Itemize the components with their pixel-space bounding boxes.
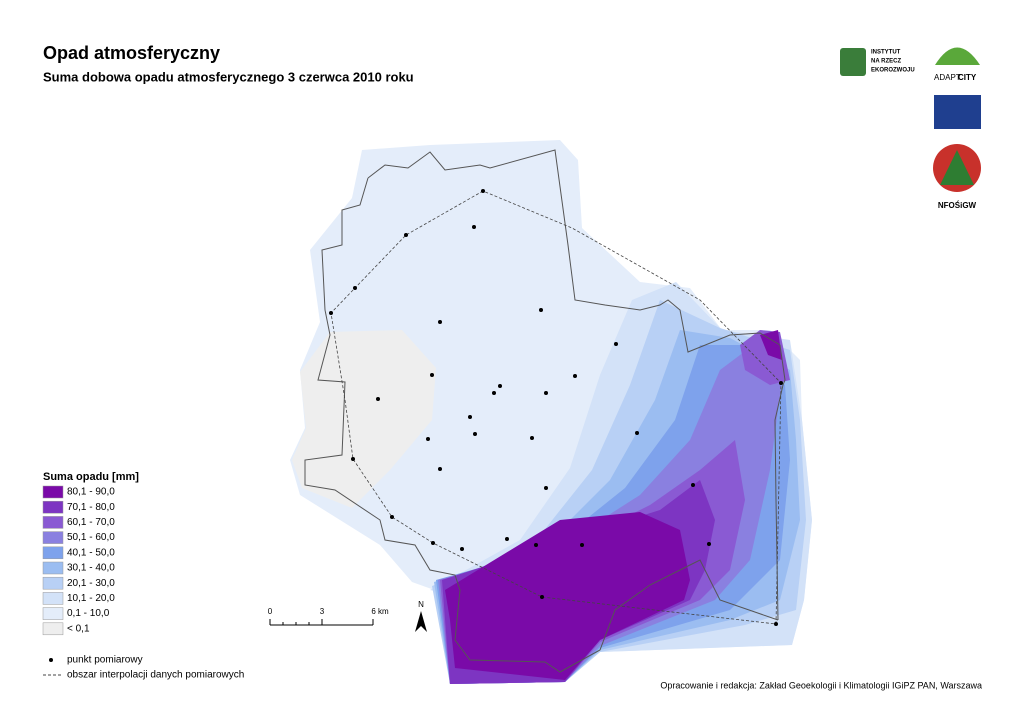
legend-swatch: [42, 622, 64, 636]
legend-swatch: [42, 500, 64, 514]
interpolation-area: [330, 190, 782, 625]
precipitation-zones: [290, 140, 812, 684]
legend-swatch: [42, 607, 64, 620]
scale-label: 3: [320, 607, 325, 616]
logo-text: NA RZECZ: [871, 59, 901, 65]
legend-swatch: [42, 516, 64, 529]
legend-label: < 0,1: [67, 623, 90, 634]
legend-label: 10,1 - 20,0: [67, 593, 115, 604]
legend-label: 50,1 - 60,0: [67, 532, 115, 543]
legend-point-label: punkt pomiarowy: [67, 655, 143, 666]
legend-swatch: [42, 561, 64, 575]
logo-nfosigw: NFOŚiGW: [933, 144, 981, 210]
logo-text: CITY: [958, 73, 977, 82]
measurement-points: [329, 189, 783, 626]
logo-text: ADAPT: [934, 73, 961, 82]
zone: [292, 330, 436, 508]
legend: 80,1 - 90,0 70,1 - 80,0 60,1 - 70,0 50,1 - …: [42, 485, 115, 636]
logo-text: NFOŚiGW: [938, 201, 977, 210]
legend-swatch: [42, 485, 64, 499]
logo-text: EKOROZWOJU: [871, 68, 915, 74]
boundary: [367, 149, 786, 621]
scale-label: 6 km: [371, 607, 389, 616]
legend-label: 70,1 - 80,0: [67, 502, 115, 513]
boundary: [304, 177, 779, 673]
north-label: N: [418, 600, 424, 609]
logo-life: [934, 95, 981, 129]
legend-area-label: obszar interpolacji danych pomiarowych: [67, 670, 244, 681]
zone: [760, 330, 782, 360]
legend-swatch: [42, 531, 64, 544]
legend-swatch: [42, 546, 64, 560]
legend-label: 20,1 - 30,0: [67, 578, 115, 589]
subtitle: Suma dobowa opadu atmosferycznego 3 czer…: [43, 69, 414, 84]
logo-text: INSTYTUT: [871, 50, 901, 56]
legend-swatch: [42, 576, 64, 590]
legend-label: 80,1 - 90,0: [67, 487, 115, 498]
legend-label: 0,1 - 10,0: [67, 608, 110, 619]
credit: Opracowanie i redakcja: Zakład Geoekolog…: [660, 680, 982, 690]
legend-label: 30,1 - 40,0: [67, 563, 115, 574]
legend-label: 60,1 - 70,0: [67, 517, 115, 528]
scale-label: 0: [268, 607, 273, 616]
title: Opad atmosferyczny: [43, 43, 220, 63]
north-arrow: [415, 611, 427, 632]
legend-point-symbol: [49, 658, 53, 662]
logo-ire: INSTYTUT NA RZECZ EKOROZWOJU: [840, 48, 915, 76]
legend-label: 40,1 - 50,0: [67, 547, 115, 558]
scale-bar: [269, 619, 374, 626]
zone: [445, 512, 690, 680]
legend-title: Suma opadu [mm]: [43, 471, 139, 483]
logo-adaptcity: ADAPT CITY: [934, 47, 980, 82]
legend-swatch: [42, 592, 64, 605]
